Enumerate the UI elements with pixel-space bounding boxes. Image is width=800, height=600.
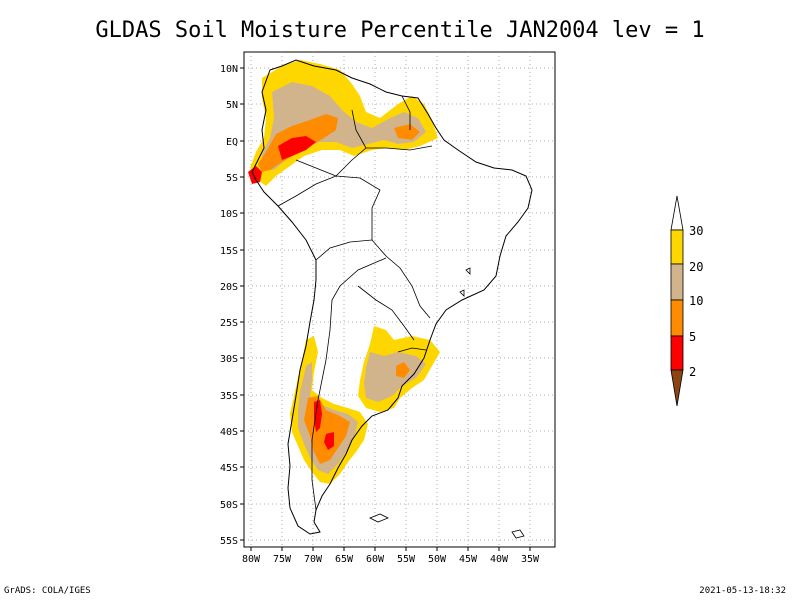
legend-labels: 30 20 10 5 2: [689, 224, 703, 379]
lat-label: 15S: [220, 246, 238, 257]
coast-red-patch: [248, 166, 262, 184]
legend-arrow-top: [670, 195, 684, 231]
lon-label: 75W: [273, 554, 292, 565]
lat-label: 45S: [220, 463, 238, 474]
legend-swatch-10-20: [670, 263, 684, 301]
patagonia-red-spot: [324, 432, 334, 450]
lat-label: 35S: [220, 391, 238, 402]
south-east-tan-region: [364, 352, 426, 402]
legend-label: 20: [689, 260, 703, 274]
south-america-coastline: [251, 59, 533, 535]
lat-label: 50S: [220, 500, 238, 511]
lon-label: 80W: [242, 554, 261, 565]
lon-label: 45W: [459, 554, 478, 565]
lat-label: EQ: [226, 137, 238, 148]
lon-labels: 80W 75W 70W 65W 60W 55W 50W 45W 40W 35W: [242, 554, 540, 565]
lon-label: 50W: [428, 554, 447, 565]
islands: [369, 267, 525, 539]
lon-label: 55W: [397, 554, 416, 565]
lat-label: 20S: [220, 282, 238, 293]
legend-label: 30: [689, 224, 703, 238]
legend-arrow-bottom: [670, 369, 684, 407]
legend-label: 5: [689, 330, 696, 344]
lon-label: 40W: [490, 554, 509, 565]
lon-label: 70W: [304, 554, 323, 565]
legend-swatch-2-5: [670, 335, 684, 371]
lat-label: 5N: [226, 100, 238, 111]
lon-label: 35W: [521, 554, 540, 565]
patagonia-red-region: [314, 400, 322, 432]
lat-label: 5S: [226, 173, 238, 184]
lat-label: 25S: [220, 318, 238, 329]
lon-label: 65W: [335, 554, 354, 565]
north-red-region: [278, 136, 316, 160]
legend-swatch-20-30: [670, 229, 684, 265]
lat-labels: 10N 5N EQ 5S 10S 15S 20S 25S 30S 35S 40S…: [220, 64, 238, 547]
map-title: GLDAS Soil Moisture Percentile JAN2004 l…: [95, 18, 705, 43]
footer-credit: GrADS: COLA/IGES: [4, 586, 91, 596]
country-borders: [277, 95, 433, 511]
axis-ticks: [240, 67, 531, 551]
lon-label: 60W: [366, 554, 385, 565]
legend-label: 10: [689, 294, 703, 308]
lat-label: 55S: [220, 536, 238, 547]
legend-swatch-5-10: [670, 299, 684, 337]
legend-label: 2: [689, 365, 696, 379]
guiana-orange-region: [394, 124, 420, 140]
lat-label: 10S: [220, 209, 238, 220]
legend-colorbar: [670, 195, 684, 407]
lat-label: 40S: [220, 427, 238, 438]
south-east-orange-spot: [396, 362, 410, 378]
footer-timestamp: 2021-05-13-18:32: [699, 586, 786, 596]
lat-label: 30S: [220, 354, 238, 365]
lat-label: 10N: [220, 64, 238, 75]
